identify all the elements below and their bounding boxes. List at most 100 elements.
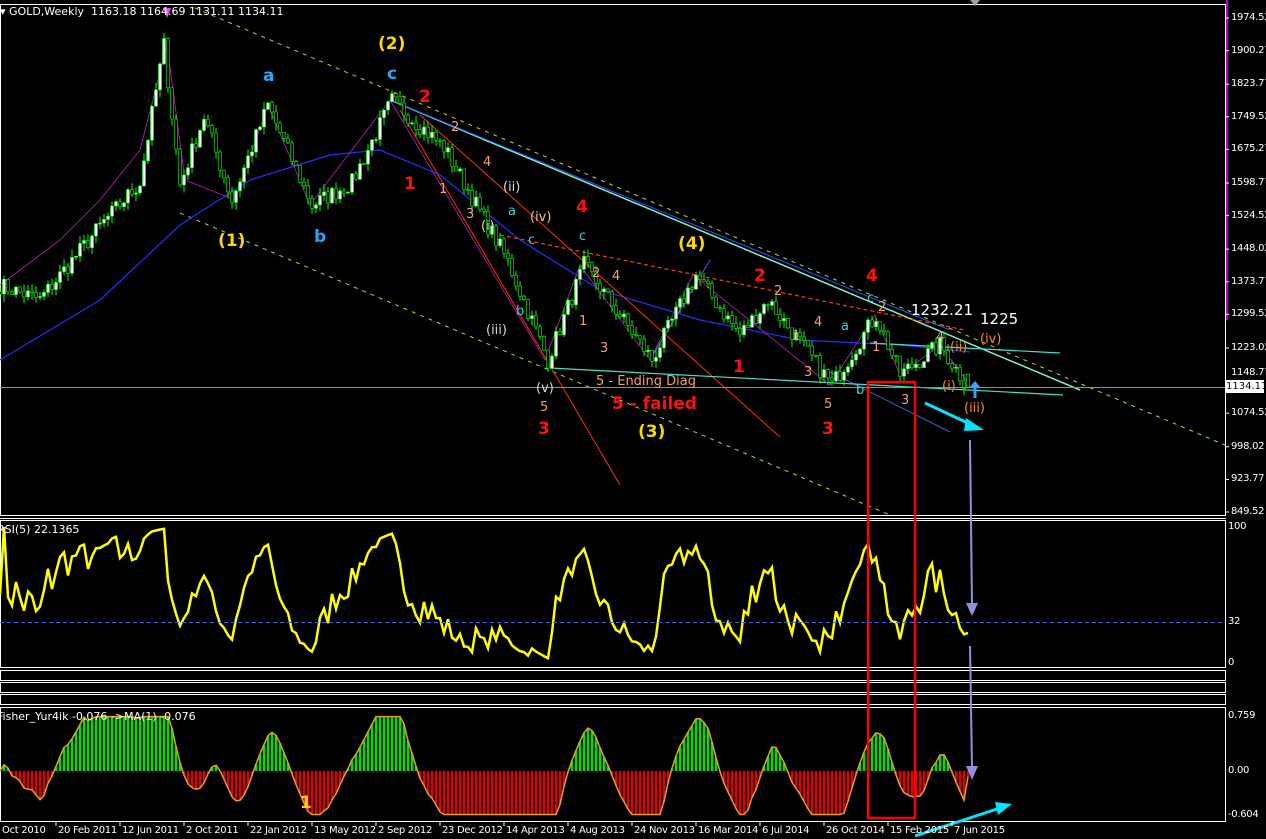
candle-body — [218, 151, 222, 171]
candle-body — [878, 321, 882, 331]
wave-label: 4 — [866, 266, 878, 286]
candle-body — [286, 137, 290, 144]
candle-body — [710, 283, 714, 298]
candle-body — [374, 139, 378, 141]
candle-body — [198, 130, 202, 148]
candle-body — [478, 196, 482, 210]
candle-body — [458, 168, 462, 172]
current-price-tag: 1134.11 — [1226, 380, 1266, 393]
wave-label: (ii) — [950, 340, 968, 355]
candle-body — [66, 266, 70, 274]
wave-label: c — [528, 233, 536, 248]
candle-body — [6, 278, 10, 293]
price-tick-label: 1974.52 — [1231, 12, 1266, 23]
candle-body — [958, 366, 962, 382]
candle-body — [906, 363, 910, 370]
price-tick-label: 1299.52 — [1231, 308, 1266, 320]
chart-header: ▾ GOLD,Weekly 1163.18 1164.69 1131.11 11… — [0, 5, 284, 18]
time-tick-label: 7 Jun 2015 — [954, 825, 1005, 836]
scroll-shift-icon[interactable] — [970, 0, 980, 6]
candle-body — [82, 240, 86, 244]
wave-zigzag-1 — [0, 44, 391, 286]
candle-body — [166, 38, 170, 89]
candle-body — [646, 350, 650, 352]
candle-body — [802, 336, 806, 341]
candle-body — [854, 353, 858, 361]
candle-body — [514, 275, 518, 287]
price-tick-label: 1448.02 — [1231, 243, 1266, 255]
arrow-head — [966, 603, 978, 616]
candle-body — [706, 280, 710, 284]
candle-body — [702, 279, 706, 282]
candle-body — [22, 291, 26, 298]
candle-body — [830, 377, 834, 382]
wave-label: c — [579, 229, 587, 244]
wave-label: (i) — [942, 379, 956, 394]
candle-body — [722, 308, 726, 320]
wave-label: 2 — [774, 284, 783, 299]
wave-label: 2 — [754, 266, 766, 286]
candle-body — [226, 177, 230, 193]
candle-body — [342, 190, 346, 194]
candle-body — [806, 340, 810, 347]
wave-label: 1 — [792, 329, 801, 344]
candle-body — [530, 315, 534, 319]
candle-body — [778, 314, 782, 321]
candle-body — [362, 163, 366, 166]
price-tick-label: 1598.77 — [1231, 176, 1266, 188]
candle-body — [562, 314, 566, 336]
candle-body — [658, 347, 662, 358]
price-tick-label: 1223.02 — [1231, 341, 1266, 353]
candle-body — [462, 168, 466, 191]
candle-body — [290, 142, 294, 162]
candle-body — [822, 369, 826, 378]
candle-body — [426, 126, 430, 138]
price-tick-label: 1373.77 — [1231, 275, 1266, 287]
candle-body — [558, 331, 562, 336]
pane-frames — [0, 4, 1226, 822]
time-tick-label: Oct 2010 — [2, 825, 46, 836]
candle-body — [98, 222, 102, 225]
candle-body — [474, 196, 478, 207]
candle-body — [602, 288, 606, 293]
candle-body — [486, 210, 490, 235]
blue-trendline-lower — [829, 371, 951, 433]
candle-body — [318, 195, 322, 206]
candle-body — [258, 126, 262, 130]
candle-body — [842, 371, 846, 381]
candle-body — [966, 373, 970, 388]
trendlines — [0, 7, 1226, 516]
red-dashed-line — [499, 234, 966, 331]
candle-body — [34, 292, 38, 298]
candle-body — [654, 357, 658, 362]
candle-body — [798, 332, 802, 338]
wave-label: (iv) — [530, 210, 552, 225]
candle-body — [162, 38, 166, 65]
wave-label: (1) — [218, 231, 246, 251]
candle-body — [834, 371, 838, 382]
candle-body — [110, 205, 114, 217]
candle-body — [62, 266, 66, 272]
candle-body — [594, 271, 598, 284]
time-tick-label: 24 Nov 2013 — [634, 825, 695, 836]
candle-body — [466, 189, 470, 192]
candle-body — [386, 101, 390, 111]
indicator-tick-label: 0.759 — [1228, 710, 1256, 721]
candle-body — [26, 290, 30, 298]
candle-body — [582, 256, 586, 270]
candle-body — [858, 348, 862, 355]
candle-body — [762, 304, 766, 314]
main-pane-frame — [0, 4, 1226, 516]
candle-body — [470, 190, 474, 207]
candle-body — [586, 256, 590, 263]
wave-label: (iii) — [964, 401, 985, 416]
candle-body — [206, 119, 210, 126]
candle-body — [642, 338, 646, 352]
time-tick-label: 23 Dec 2012 — [442, 825, 503, 836]
candle-body — [118, 201, 122, 207]
wave-label: 3 — [901, 393, 910, 408]
time-tick-label: 2 Sep 2012 — [378, 825, 433, 836]
candle-body — [434, 131, 438, 141]
channel-upper-dashed — [194, 7, 1226, 446]
